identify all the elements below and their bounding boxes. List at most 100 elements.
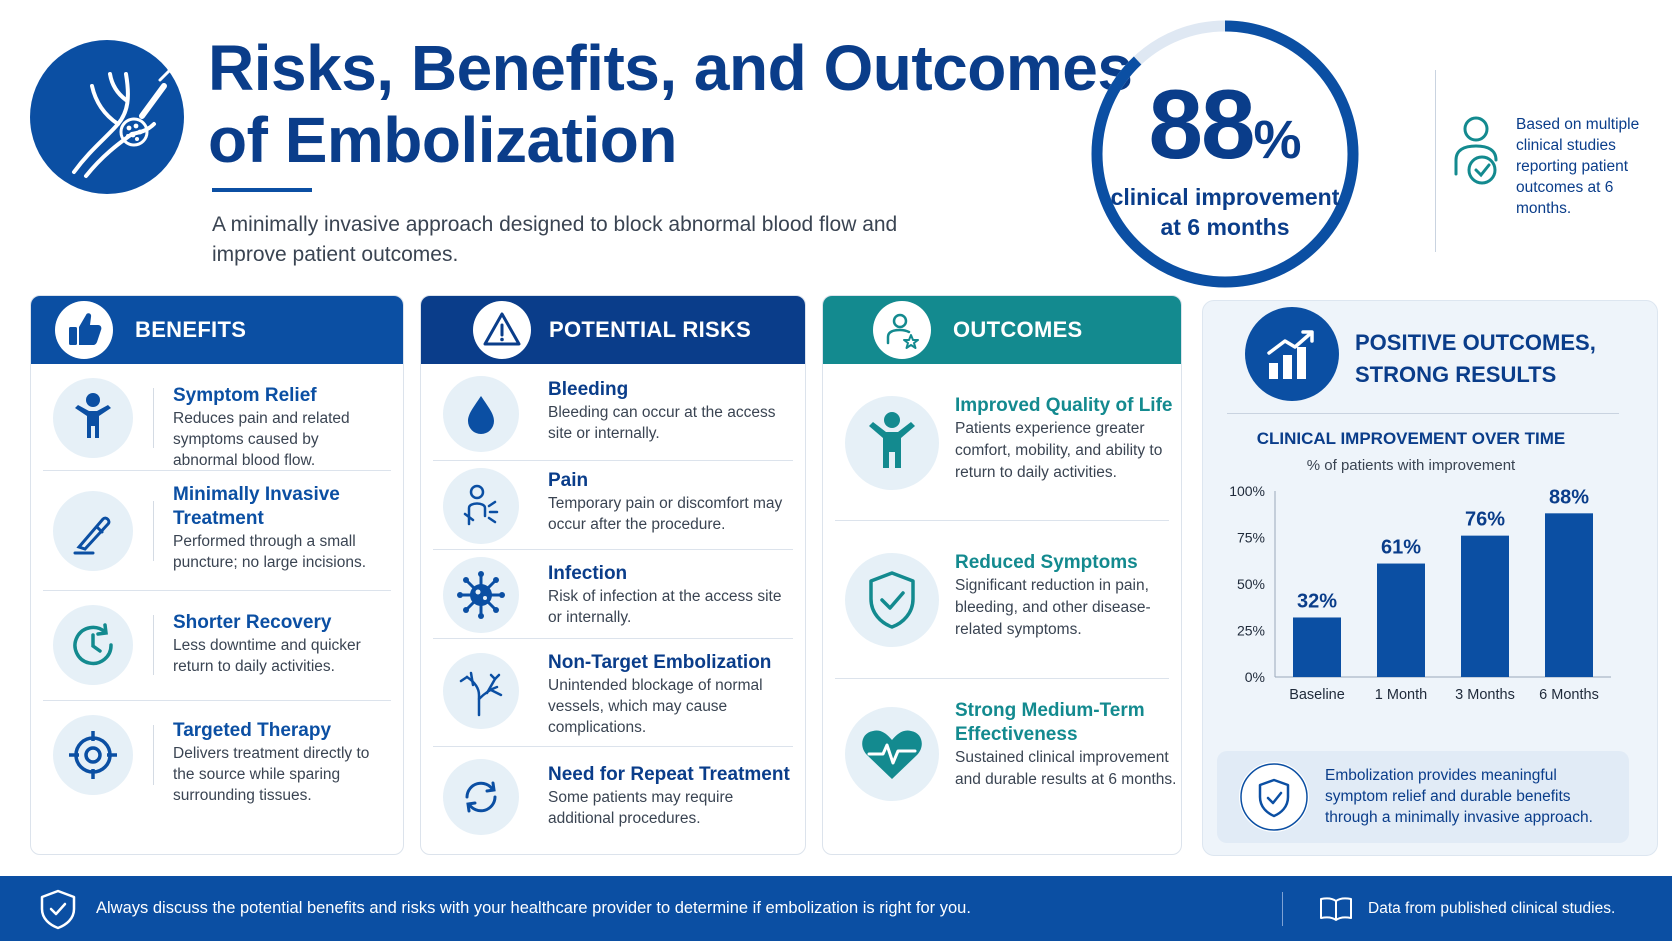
outcome-title: Reduced Symptoms [955,552,1138,573]
results-card: POSITIVE OUTCOMES, STRONG RESULTS CLINIC… [1202,300,1658,856]
y-tick-label: 0% [1245,669,1265,685]
book-icon [1318,896,1354,922]
risk-item: Bleeding Bleeding can occur at the acces… [433,364,793,461]
y-tick-label: 50% [1237,576,1265,592]
bar-value-label: 88% [1549,486,1589,508]
stat-label: clinical improvement at 6 months [1085,182,1365,242]
stat-label-line-2: at 6 months [1160,214,1290,240]
results-title: POSITIVE OUTCOMES, STRONG RESULTS [1355,327,1596,391]
results-title-line-2: STRONG RESULTS [1355,362,1557,387]
drop-icon [443,376,519,452]
benefit-text: Shorter Recovery Less downtime and quick… [173,611,383,677]
bar-value-label: 32% [1297,590,1337,612]
shield-check-icon [38,888,78,930]
x-tick-label: 1 Month [1375,687,1427,703]
title-line-2: of Embolization [208,104,677,176]
benefit-item: Minimally Invasive Treatment Performed t… [43,471,391,591]
patient-star-icon [873,301,931,359]
outcome-title: Improved Quality of Life [955,395,1173,416]
x-tick-label: 6 Months [1539,687,1599,703]
stat-percent: % [1253,110,1302,170]
thumbs-up-icon [55,301,113,359]
risk-title: Non-Target Embolization [548,652,772,673]
item-divider [153,725,154,785]
x-tick-label: Baseline [1289,687,1345,703]
footer-bar: Always discuss the potential benefits an… [0,876,1672,941]
outcome-item: Improved Quality of Life Patients experi… [835,364,1172,521]
item-divider [153,501,154,561]
outcome-text: Improved Quality of Life Patients experi… [955,394,1181,484]
chart-title: CLINICAL IMPROVEMENT OVER TIME [1256,429,1566,448]
item-separator [433,638,793,639]
risk-title: Infection [548,563,628,584]
risk-text: Non-Target Embolization Unintended block… [548,651,798,738]
risk-text: Infection Risk of infection at the acces… [548,562,798,628]
benefit-text: Targeted Therapy Delivers treatment dire… [173,719,383,806]
item-separator [835,678,1169,679]
warning-icon [473,301,531,359]
benefit-desc: Performed through a small puncture; no l… [173,533,367,571]
benefits-header: BENEFITS [31,296,403,364]
item-separator [835,520,1169,521]
benefit-desc: Less downtime and quicker return to dail… [173,637,361,675]
benefits-card: BENEFITS Symptom Relief Reduces pain and… [30,295,404,855]
benefits-title: BENEFITS [135,317,247,342]
page-title: Risks, Benefits, and Outcomes of Emboliz… [208,32,1133,176]
outcomes-card: OUTCOMES Improved Quality of Life Patien… [822,295,1182,855]
benefit-text: Minimally Invasive Treatment Performed t… [173,483,383,573]
outcome-text: Reduced Symptoms Significant reduction i… [955,551,1181,641]
stat-label-line-1: clinical improvement [1110,184,1340,210]
outcome-text: Strong Medium-Term Effectiveness Sustain… [955,699,1181,791]
results-callout-text: Embolization provides meaningful symptom… [1325,767,1593,826]
results-divider [1227,413,1619,414]
risk-title: Need for Repeat Treatment [548,764,790,785]
results-title-line-1: POSITIVE OUTCOMES, [1355,330,1596,355]
stat-ring-arc [1091,20,1359,288]
risk-item: Non-Target Embolization Unintended block… [433,639,793,747]
person-icon [53,378,133,458]
bar [1293,617,1341,677]
bar [1545,513,1593,677]
item-separator [433,746,793,747]
benefit-title: Minimally Invasive Treatment [173,484,340,529]
chart-subtitle: % of patients with improvement [1306,457,1516,474]
footer-source: Data from published clinical studies. [1368,900,1616,917]
risk-item: Need for Repeat Treatment Some patients … [433,747,793,851]
footer-divider [1282,892,1283,926]
footer-disclaimer: Always discuss the potential benefits an… [96,899,971,917]
item-separator [433,549,793,550]
outcomes-title: OUTCOMES [953,317,1083,342]
outcome-desc: Sustained clinical improvement and durab… [955,749,1177,788]
risk-desc: Bleeding can occur at the access site or… [548,404,776,442]
patient-check-icon [1452,114,1508,190]
outcome-item: Reduced Symptoms Significant reduction i… [835,521,1169,679]
risk-text: Bleeding Bleeding can occur at the acces… [548,378,798,444]
pain-person-icon [443,468,519,544]
y-tick-label: 75% [1237,530,1265,546]
item-divider [153,388,154,448]
risk-desc: Unintended blockage of normal vessels, w… [548,677,763,736]
bar-value-label: 61% [1381,537,1421,559]
risks-header: POTENTIAL RISKS [421,296,805,364]
stat-ring: 88% clinical improvement at 6 months [1085,14,1365,294]
benefit-text: Symptom Relief Reduces pain and related … [173,384,383,471]
y-tick-label: 25% [1237,623,1265,639]
outcome-title: Strong Medium-Term Effectiveness [955,700,1145,745]
item-separator [433,460,793,461]
risk-desc: Risk of infection at the access site or … [548,588,782,626]
bar-chart-up-icon [1245,307,1339,401]
shield-check-icon [845,553,939,647]
benefit-item: Shorter Recovery Less downtime and quick… [43,591,391,701]
clock-icon [53,605,133,685]
improvement-bar-chart: 0% 25% 50% 75% 100% 32% Baseline 61% 1 Month 76% 3… [1229,483,1611,703]
risk-title: Pain [548,470,589,491]
person-icon [845,396,939,490]
bar [1461,535,1509,677]
item-separator [43,590,391,591]
vessel-branch-icon [443,653,519,729]
item-divider [153,615,154,675]
outcome-desc: Significant reduction in pain, bleeding,… [955,577,1151,638]
virus-icon [443,557,519,633]
risks-title: POTENTIAL RISKS [549,317,752,342]
catheter-vessel-icon [30,40,184,194]
